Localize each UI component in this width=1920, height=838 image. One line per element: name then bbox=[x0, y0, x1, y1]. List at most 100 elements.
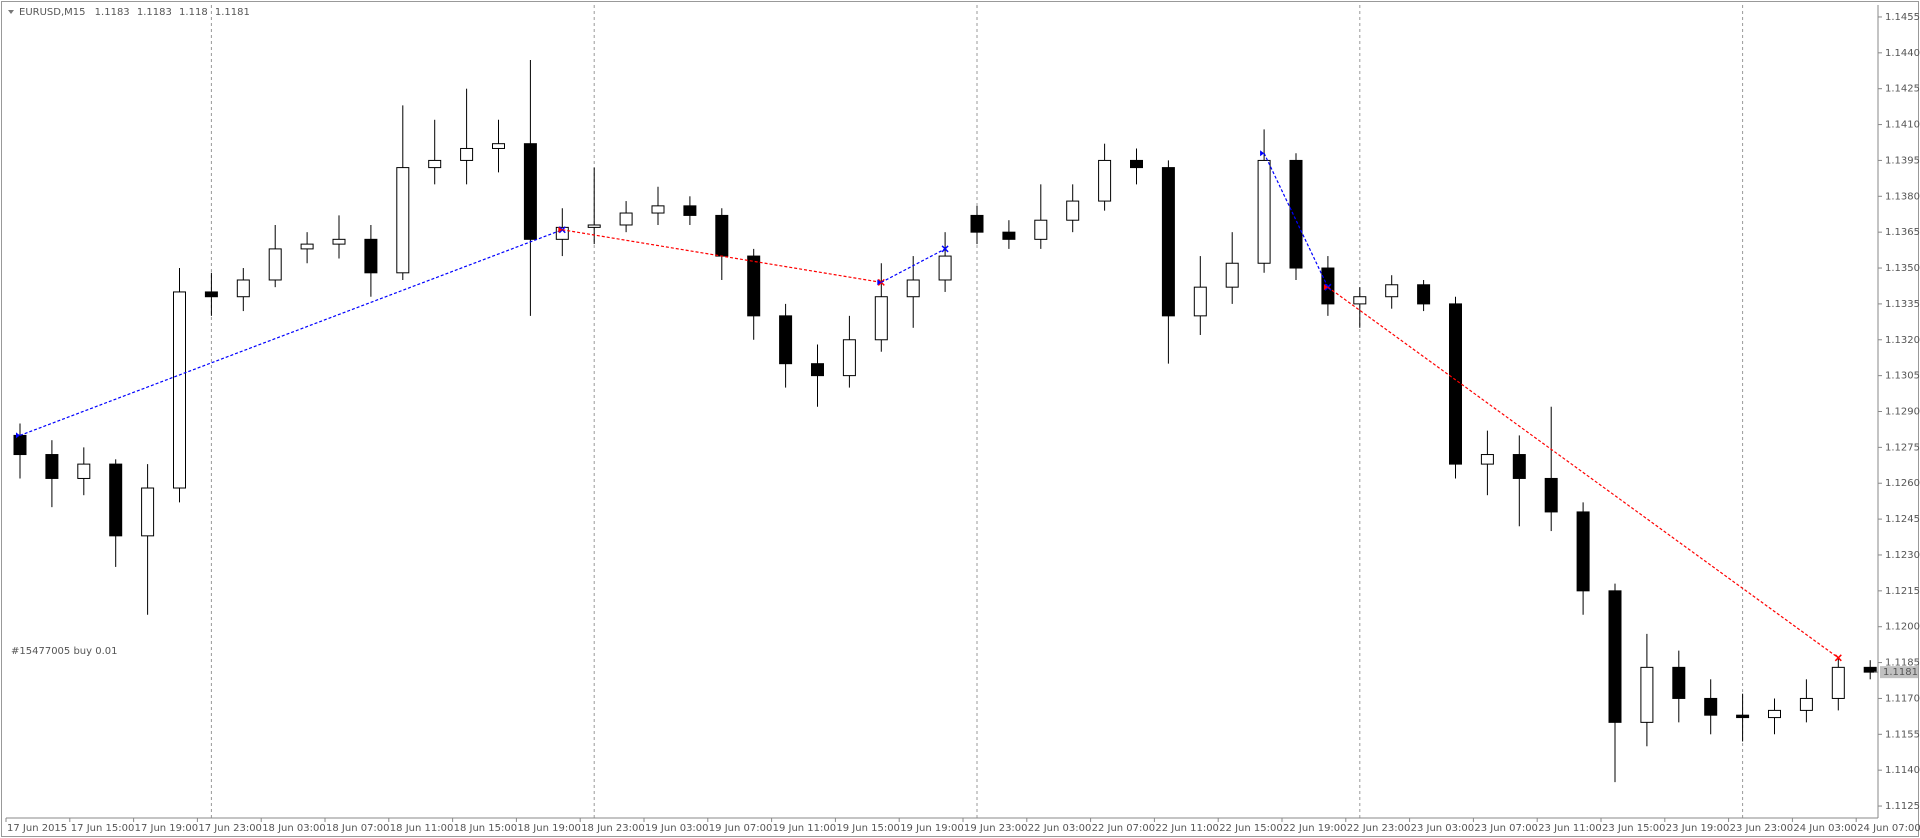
last-close: 1.1181 bbox=[215, 7, 250, 18]
x-tick-label: 22 Jun 07:00 bbox=[1092, 823, 1156, 834]
candle-body bbox=[747, 255, 761, 317]
bid-box bbox=[1880, 666, 1918, 679]
symbol: EURUSD,M15 bbox=[19, 7, 85, 18]
y-tick-label: 1.1395 bbox=[1885, 155, 1920, 166]
x-tick-label: 22 Jun 03:00 bbox=[1028, 823, 1092, 834]
x-tick-label: 17 Jun 23:00 bbox=[198, 823, 262, 834]
x-tick-label: 23 Jun 03:00 bbox=[1411, 823, 1475, 834]
chart-header: EURUSD,M15 1.1183 1.1183 1.118 1.1181 bbox=[19, 7, 250, 18]
candle-body bbox=[1289, 159, 1303, 269]
candle-body bbox=[300, 243, 314, 250]
candle-body bbox=[77, 463, 91, 479]
candle-body bbox=[1225, 262, 1239, 288]
trade-open-marker bbox=[16, 432, 20, 439]
last-low: 1.118 bbox=[179, 7, 208, 18]
candle-body bbox=[1130, 159, 1143, 169]
y-tick-label: 1.1260 bbox=[1885, 478, 1920, 489]
y-tick-label: 1.1365 bbox=[1885, 227, 1920, 238]
y-tick-label: 1.1440 bbox=[1885, 48, 1920, 59]
x-tick-label: 23 Jun 15:00 bbox=[1602, 823, 1666, 834]
x-tick-label: 19 Jun 15:00 bbox=[836, 823, 900, 834]
candle-body bbox=[1672, 666, 1686, 699]
x-tick-label: 22 Jun 15:00 bbox=[1219, 823, 1283, 834]
candle-body bbox=[364, 238, 378, 274]
y-tick-label: 1.1380 bbox=[1885, 191, 1920, 202]
candle-body bbox=[1768, 709, 1781, 719]
candle-body bbox=[1831, 666, 1845, 699]
candle-body bbox=[1002, 231, 1016, 240]
y-tick-label: 1.1230 bbox=[1885, 550, 1920, 561]
y-tick-label: 1.1425 bbox=[1885, 84, 1920, 95]
candle-body bbox=[938, 255, 952, 281]
x-tick-label: 22 Jun 19:00 bbox=[1283, 823, 1347, 834]
x-tick-label: 22 Jun 11:00 bbox=[1155, 823, 1219, 834]
x-tick-label: 18 Jun 15:00 bbox=[454, 823, 518, 834]
candle-body bbox=[1704, 697, 1718, 716]
candle-body bbox=[1417, 284, 1431, 305]
x-tick-label: 18 Jun 07:00 bbox=[326, 823, 390, 834]
y-tick-label: 1.1185 bbox=[1885, 658, 1920, 669]
bid-label: 1.1181 bbox=[1883, 667, 1918, 678]
candle-body bbox=[1640, 666, 1654, 723]
candle-body bbox=[874, 296, 888, 341]
trade-line bbox=[19, 229, 563, 436]
y-tick-label: 1.1140 bbox=[1885, 765, 1920, 776]
x-tick-label: 17 Jun 2015 bbox=[7, 823, 67, 834]
candle-body bbox=[1512, 454, 1526, 479]
y-tick-label: 1.1335 bbox=[1885, 299, 1920, 310]
y-tick-label: 1.1125 bbox=[1885, 801, 1920, 812]
trade-annotation: #15477005 buy 0.01 bbox=[11, 646, 118, 657]
y-tick-label: 1.1200 bbox=[1885, 622, 1920, 633]
y-tick-label: 1.1215 bbox=[1885, 586, 1920, 597]
candle-body bbox=[1608, 590, 1622, 723]
candle-body bbox=[1066, 200, 1080, 221]
candle-body bbox=[109, 463, 123, 537]
trade-line bbox=[1327, 286, 1839, 659]
candle-body bbox=[236, 279, 250, 298]
candle-body bbox=[906, 279, 920, 298]
candle-body bbox=[779, 315, 793, 365]
candle-body bbox=[842, 339, 856, 377]
y-tick-label: 1.1455 bbox=[1885, 12, 1920, 23]
trade-close-marker bbox=[1834, 654, 1842, 662]
x-tick-label: 17 Jun 19:00 bbox=[135, 823, 199, 834]
candle-body bbox=[970, 214, 984, 233]
x-tick-label: 17 Jun 15:00 bbox=[71, 823, 135, 834]
candle-body bbox=[1257, 159, 1271, 264]
trade-close-marker bbox=[941, 245, 949, 253]
x-tick-label: 19 Jun 23:00 bbox=[964, 823, 1028, 834]
candle-body bbox=[204, 291, 218, 298]
y-tick-label: 1.1155 bbox=[1885, 729, 1920, 740]
candle-body bbox=[460, 147, 474, 161]
y-tick-label: 1.1410 bbox=[1885, 120, 1920, 131]
y-tick-label: 1.1245 bbox=[1885, 514, 1920, 525]
candle-body bbox=[1449, 303, 1462, 465]
candle-body bbox=[715, 214, 729, 257]
candle-body bbox=[523, 143, 537, 240]
x-tick-label: 18 Jun 11:00 bbox=[390, 823, 454, 834]
candle-body bbox=[396, 167, 410, 274]
y-tick-label: 1.1350 bbox=[1885, 263, 1920, 274]
y-tick-label: 1.1305 bbox=[1885, 371, 1920, 382]
collapse-icon bbox=[8, 10, 14, 14]
x-tick-label: 18 Jun 19:00 bbox=[517, 823, 581, 834]
candle-body bbox=[1161, 167, 1175, 317]
y-tick-label: 1.1320 bbox=[1885, 335, 1920, 346]
candle-body bbox=[45, 454, 59, 479]
candle-body bbox=[1863, 666, 1877, 673]
last-high: 1.1183 bbox=[137, 7, 172, 18]
x-tick-label: 24 Jun 07:00 bbox=[1857, 823, 1920, 834]
x-tick-label: 19 Jun 03:00 bbox=[645, 823, 709, 834]
candle-body bbox=[1353, 296, 1367, 305]
x-tick-label: 23 Jun 11:00 bbox=[1538, 823, 1602, 834]
candle-body bbox=[13, 434, 27, 456]
candle-body bbox=[1576, 511, 1590, 592]
y-tick-label: 1.1170 bbox=[1885, 693, 1920, 704]
y-tick-label: 1.1275 bbox=[1885, 442, 1920, 453]
candle-body bbox=[1736, 714, 1750, 719]
candle-body bbox=[1799, 697, 1813, 711]
x-tick-label: 19 Jun 07:00 bbox=[709, 823, 773, 834]
